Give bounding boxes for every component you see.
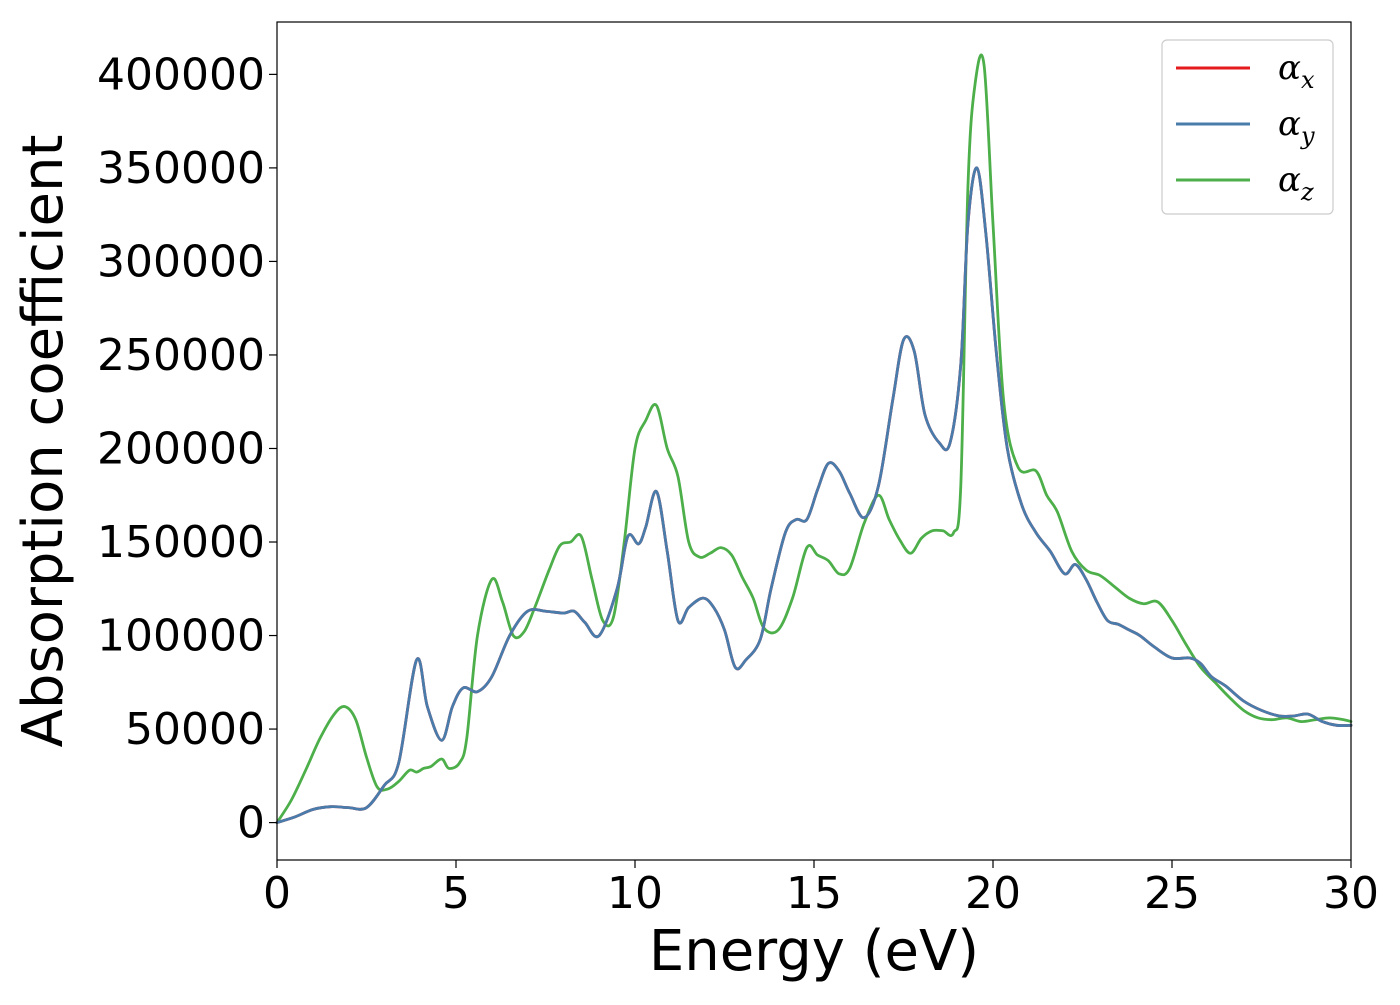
legend-box [1161, 39, 1334, 215]
legend-subscript: y [1300, 122, 1315, 150]
y-axis-ticks: 0 50000 100000 150000 200000 250000 300000 3500… [97, 49, 277, 849]
x-tick-label: 25 [1144, 868, 1200, 919]
plot-lines [275, 53, 1353, 824]
series-line-alpha-x [275, 166, 1353, 824]
legend-subscript: z [1300, 178, 1314, 206]
y-tick-label: 300000 [97, 236, 265, 287]
x-tick-label: 30 [1323, 868, 1379, 919]
y-tick-label: 350000 [97, 143, 265, 194]
x-tick-label: 0 [263, 868, 291, 919]
x-tick-label: 5 [442, 868, 470, 919]
y-tick-label: 150000 [97, 517, 265, 568]
legend-subscript: x [1301, 66, 1315, 94]
y-tick-label: 250000 [97, 330, 265, 381]
y-tick-label: 200000 [97, 423, 265, 474]
x-axis-ticks: 0 5 10 15 20 25 30 [263, 860, 1379, 919]
x-tick-label: 10 [607, 868, 663, 919]
y-axis-title: Absorption coefficient [11, 135, 76, 748]
y-tick-label: 0 [237, 798, 265, 849]
series-line-alpha-z [275, 53, 1353, 824]
series-line-alpha-y [275, 166, 1353, 824]
y-tick-label: 400000 [97, 49, 265, 100]
y-tick-label: 100000 [97, 611, 265, 662]
x-tick-label: 20 [965, 868, 1021, 919]
x-tick-label: 15 [786, 868, 842, 919]
y-tick-label: 50000 [125, 704, 265, 755]
x-axis-title: Energy (eV) [649, 919, 979, 984]
